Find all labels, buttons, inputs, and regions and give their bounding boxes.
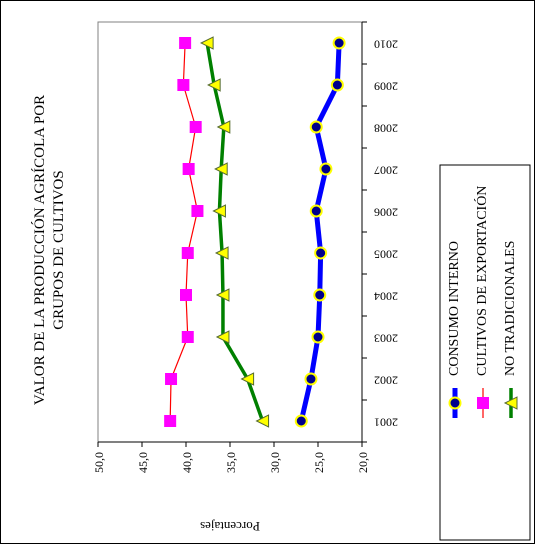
data-point — [181, 331, 194, 343]
data-point — [311, 330, 325, 344]
category-tick-label: 2002 — [374, 373, 398, 387]
legend: CONSUMO INTERNO CULTIVOS DE EXPORTACIÓN NO… — [447, 186, 518, 418]
value-tick-label: 30,0 — [268, 452, 282, 473]
data-point — [314, 246, 328, 260]
data-point — [200, 36, 214, 50]
value-tick-label: 35,0 — [224, 452, 238, 473]
legend-swatch-marker — [477, 397, 489, 409]
data-point — [182, 163, 195, 175]
legend-entry: CULTIVOS DE EXPORTACIÓN — [473, 186, 490, 418]
data-point — [216, 120, 231, 134]
legend-entry: CONSUMO INTERNO — [447, 241, 462, 418]
value-tick-label: 50,0 — [92, 452, 106, 473]
value-tick-label: 40,0 — [180, 452, 194, 473]
data-point — [309, 204, 323, 218]
category-tick-label: 2006 — [374, 205, 398, 219]
category-tick-label: 2001 — [374, 415, 398, 429]
data-point — [309, 120, 323, 134]
data-point — [319, 162, 333, 176]
y-axis-label: Porcentajes — [200, 519, 260, 534]
chart-title-line-1: VALOR DE LA PRODUCCIÓN AGRÍCOLA POR — [31, 95, 48, 405]
series-triangle — [200, 36, 270, 428]
data-point — [215, 288, 230, 302]
series-square — [164, 37, 204, 427]
data-point — [177, 79, 190, 91]
category-tick-label: 2010 — [374, 37, 398, 51]
series-line — [298, 40, 342, 424]
data-point — [294, 414, 308, 428]
data-point — [180, 289, 192, 301]
data-point — [179, 37, 192, 49]
data-point — [189, 121, 202, 133]
data-point — [207, 78, 221, 92]
data-point — [164, 415, 177, 427]
category-tick-label: 2005 — [374, 247, 398, 261]
value-tick-label: 45,0 — [136, 452, 150, 473]
series-circle — [294, 36, 346, 428]
data-point — [255, 414, 270, 428]
legend-label: NO TRADICIONALES — [503, 241, 518, 376]
data-point — [212, 204, 226, 218]
plot-area — [97, 21, 363, 443]
data-point — [214, 246, 229, 260]
value-tick-label: 25,0 — [312, 452, 326, 473]
legend-label: CULTIVOS DE EXPORTACIÓN — [473, 186, 490, 376]
value-axis-ticks: 20,0 25,0 30,0 35,0 40,0 45,0 50,0 — [92, 442, 370, 473]
legend-label: CONSUMO INTERNO — [447, 241, 462, 376]
legend-box — [439, 164, 531, 541]
data-point — [215, 330, 230, 344]
data-point — [313, 288, 327, 302]
data-point — [330, 78, 344, 92]
series-line — [205, 41, 265, 423]
legend-swatch-marker — [503, 396, 518, 410]
legend-swatch-marker — [448, 396, 462, 410]
data-point — [165, 373, 178, 385]
category-tick-label: 2009 — [374, 79, 398, 93]
legend-entry: NO TRADICIONALES — [503, 241, 518, 418]
data-point — [240, 372, 255, 386]
category-tick-label: 2008 — [374, 121, 398, 135]
series-line — [169, 42, 199, 422]
chart-title: VALOR DE LA PRODUCCIÓN AGRÍCOLA POR GRUP… — [31, 95, 67, 405]
category-tick-label: 2007 — [374, 163, 398, 177]
data-point — [304, 372, 318, 386]
category-axis-ticks: 2001 2002 2003 2004 2005 2006 2007 2008 2009 2010 — [362, 21, 398, 443]
data-point — [332, 36, 346, 50]
category-tick-label: 2004 — [374, 289, 398, 303]
value-tick-label: 20,0 — [356, 452, 370, 473]
data-point — [181, 247, 194, 259]
category-tick-label: 2003 — [374, 331, 398, 345]
data-point — [214, 162, 228, 176]
data-point — [191, 205, 204, 217]
series-layer — [164, 36, 346, 428]
chart-title-line-2: GRUPOS DE CULTIVOS — [51, 170, 67, 329]
